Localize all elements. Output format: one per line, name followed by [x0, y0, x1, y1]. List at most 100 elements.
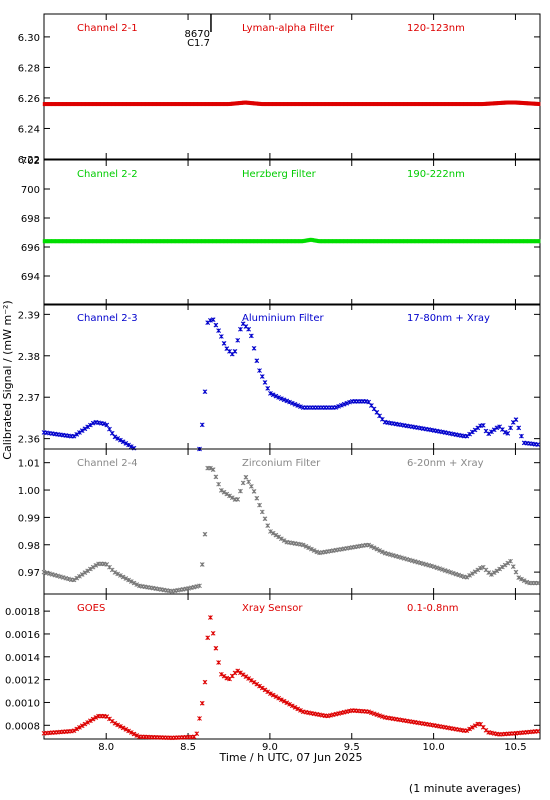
data-point [432, 102, 436, 107]
data-point [398, 239, 402, 244]
data-point [56, 239, 59, 244]
data-point [351, 239, 354, 244]
data-point [491, 570, 497, 576]
data-point [153, 102, 156, 107]
data-point [104, 422, 110, 428]
data-point [183, 239, 186, 244]
data-point [123, 576, 129, 581]
data-point [86, 102, 89, 107]
data-point [197, 583, 202, 589]
data-point [471, 239, 474, 244]
data-point [213, 645, 219, 651]
data-point [154, 239, 158, 244]
data-point [194, 102, 197, 107]
data-point [492, 101, 496, 106]
data-point [525, 101, 529, 106]
data-point [157, 239, 160, 244]
data-point [134, 733, 140, 738]
data-point [246, 100, 249, 105]
data-point [77, 430, 82, 435]
data-point [325, 102, 328, 107]
data-point [288, 239, 291, 244]
data-point [431, 102, 434, 107]
panel-channel-label: Channel 2-3 [77, 313, 138, 324]
data-point [507, 100, 511, 105]
data-point [355, 239, 358, 244]
data-point [377, 239, 380, 244]
data-point [461, 239, 464, 244]
data-point [288, 102, 291, 107]
data-point [291, 239, 294, 244]
data-point [128, 444, 134, 449]
data-point [248, 484, 254, 489]
data-point [510, 564, 516, 569]
data-point [382, 239, 385, 244]
data-point [330, 102, 334, 107]
data-point [513, 417, 519, 422]
data-point [479, 102, 482, 107]
data-point [345, 102, 349, 107]
data-point [495, 101, 499, 106]
data-point [289, 102, 293, 107]
data-point [262, 516, 268, 522]
data-point [229, 495, 235, 501]
panel-frame [43, 448, 541, 595]
data-point [453, 102, 456, 107]
data-point [360, 102, 364, 107]
data-point [520, 239, 523, 244]
data-point [187, 102, 190, 107]
data-point [370, 239, 373, 244]
data-point [318, 239, 321, 244]
data-point [80, 102, 84, 107]
flare-id-label: 8670 [185, 29, 210, 40]
data-point [82, 721, 88, 727]
data-point [326, 102, 329, 107]
data-point [199, 422, 205, 428]
data-point [115, 102, 118, 107]
data-point [371, 102, 374, 107]
data-point [314, 102, 317, 107]
data-point [243, 239, 246, 244]
data-point [348, 102, 351, 107]
y-tick-label: 0.97 [18, 568, 40, 579]
data-point [281, 239, 284, 244]
data-point [396, 239, 399, 244]
data-point [533, 239, 537, 244]
data-point [213, 102, 216, 107]
y-tick-label: 698 [21, 214, 40, 225]
y-tick-label: 2.38 [18, 352, 40, 363]
data-point [250, 239, 253, 244]
data-point [168, 239, 171, 244]
data-point [120, 574, 126, 580]
data-point [115, 722, 121, 728]
data-point [210, 630, 216, 636]
data-point [262, 239, 265, 244]
data-point [45, 239, 48, 244]
data-point [336, 102, 339, 107]
data-point [482, 239, 485, 244]
data-point [173, 239, 177, 244]
y-tick-label: 0.0008 [5, 721, 40, 732]
data-point [220, 102, 223, 107]
data-point [476, 102, 479, 107]
data-point [367, 102, 370, 107]
data-point [381, 102, 384, 107]
data-point [424, 102, 428, 107]
data-point [344, 400, 350, 406]
data-point [393, 239, 396, 244]
data-point [386, 239, 389, 244]
data-point [176, 102, 179, 107]
data-point [79, 102, 83, 107]
data-point [419, 239, 422, 244]
data-point [522, 101, 526, 106]
data-point [132, 102, 136, 107]
data-point [222, 102, 226, 107]
data-point [175, 102, 178, 107]
data-point [369, 403, 374, 408]
data-point [521, 239, 525, 244]
data-point [91, 239, 95, 244]
data-point [505, 239, 508, 244]
data-point [502, 100, 505, 105]
data-point [201, 239, 204, 244]
data-point [412, 239, 415, 244]
